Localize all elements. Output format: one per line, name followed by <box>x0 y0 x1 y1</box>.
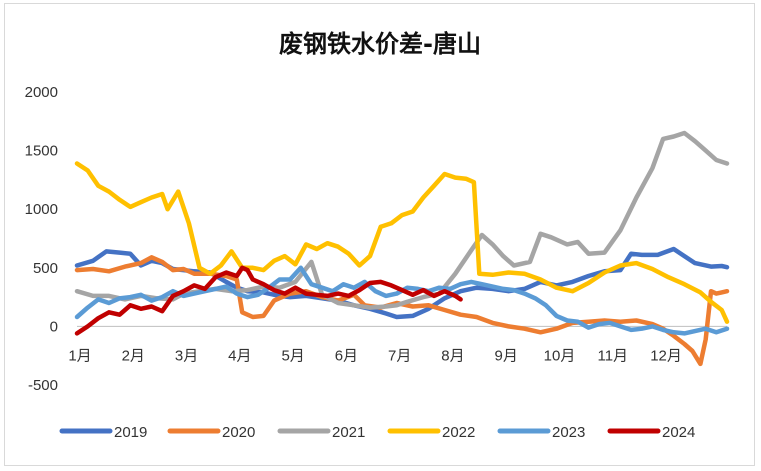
x-tick-label: 1月 <box>68 347 91 364</box>
x-tick-label: 12月 <box>650 347 682 364</box>
x-tick-label: 5月 <box>281 347 304 364</box>
series-line-2021 <box>74 130 730 310</box>
series-line-2024 <box>74 265 463 336</box>
y-tick-label: 0 <box>50 318 58 335</box>
legend-label-2020: 2020 <box>222 424 255 441</box>
x-tick-label: 10月 <box>544 347 576 364</box>
x-tick-label: 8月 <box>441 347 464 364</box>
x-tick-label: 7月 <box>388 347 411 364</box>
x-tick-label: 9月 <box>495 347 518 364</box>
x-tick-label: 4月 <box>228 347 251 364</box>
y-tick-label: 500 <box>33 260 58 277</box>
chart-title: 废钢铁水价差-唐山 <box>279 30 481 58</box>
x-tick-label: 3月 <box>175 347 198 364</box>
legend-label-2024: 2024 <box>662 424 695 441</box>
x-tick-label: 6月 <box>335 347 358 364</box>
series-line-2019 <box>74 246 730 320</box>
legend-label-2021: 2021 <box>332 424 365 441</box>
series-line-2022 <box>74 161 730 324</box>
legend-label-2022: 2022 <box>442 424 475 441</box>
y-tick-label: 1500 <box>25 143 58 160</box>
y-tick-label: -500 <box>28 377 58 394</box>
y-tick-label: 2000 <box>25 84 58 101</box>
y-tick-label: 1000 <box>25 201 58 218</box>
legend-label-2023: 2023 <box>552 424 585 441</box>
x-tick-label: 2月 <box>122 347 145 364</box>
x-tick-label: 11月 <box>597 347 628 364</box>
legend-label-2019: 2019 <box>114 424 147 441</box>
